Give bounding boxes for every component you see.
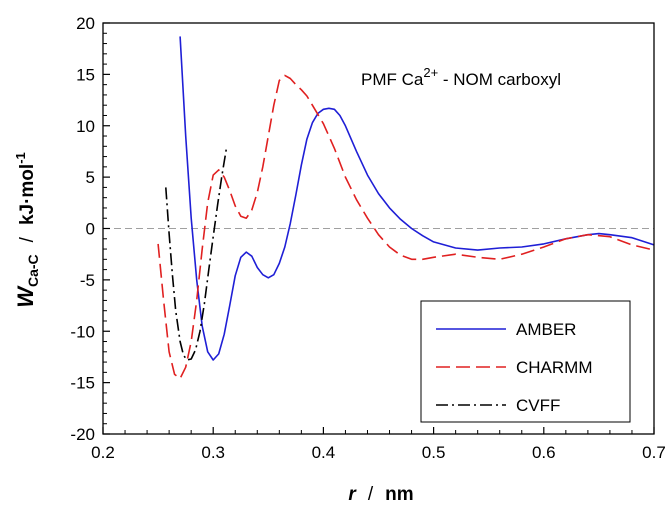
series-line-amber xyxy=(179,36,655,361)
legend-label-amber: AMBER xyxy=(516,320,576,339)
annotation-prefix: PMF Ca xyxy=(361,70,424,89)
annotation-suffix: - NOM carboxyl xyxy=(438,70,561,89)
y-tick-label: 10 xyxy=(76,117,95,136)
y-axis-subscript: Ca-C xyxy=(25,254,41,287)
y-tick-label: -10 xyxy=(70,322,95,341)
series-line-cvff xyxy=(165,148,228,361)
y-axis-unit-superscript: -1 xyxy=(13,152,28,164)
annotation-superscript: 2+ xyxy=(423,65,438,80)
y-axis-unit: kJ·mol xyxy=(17,164,38,225)
y-tick-label: -15 xyxy=(70,374,95,393)
y-tick-label: -5 xyxy=(80,271,95,290)
chart-annotation: PMF Ca2+ - NOM carboxyl xyxy=(361,65,561,89)
x-tick-label: 0.3 xyxy=(201,443,225,462)
x-tick-label: 0.6 xyxy=(532,443,556,462)
y-tick-label: 0 xyxy=(86,220,95,239)
y-tick-label: 5 xyxy=(86,168,95,187)
legend: AMBER CHARMM CVFF xyxy=(420,300,631,423)
legend-label-charmm: CHARMM xyxy=(516,358,593,377)
legend-label-cvff: CVFF xyxy=(516,396,560,415)
x-tick-label: 0.7 xyxy=(642,443,666,462)
x-axis-unit: nm xyxy=(385,484,414,505)
x-axis-symbol: r xyxy=(348,484,357,505)
x-tick-label: 0.2 xyxy=(91,443,115,462)
y-axis-separator: / xyxy=(17,236,38,242)
legend-box xyxy=(420,300,631,423)
x-tick-label: 0.4 xyxy=(312,443,336,462)
series-line-charmm xyxy=(157,74,655,380)
x-tick-label: 0.5 xyxy=(422,443,446,462)
x-axis-ticks: 0.2 0.3 0.4 0.5 0.6 0.7 xyxy=(91,427,666,462)
y-tick-label: -20 xyxy=(70,425,95,444)
y-axis-label: WCa-C / kJ·mol-1 xyxy=(13,152,41,308)
y-axis-symbol: W xyxy=(13,285,38,308)
x-axis-separator: / xyxy=(368,484,374,505)
x-axis-label: r / nm xyxy=(348,484,413,505)
y-tick-label: 20 xyxy=(76,14,95,33)
series-layer xyxy=(157,36,655,380)
y-axis-ticks: -20 -15 -10 -5 0 5 10 15 20 xyxy=(70,14,110,444)
y-tick-label: 15 xyxy=(76,65,95,84)
